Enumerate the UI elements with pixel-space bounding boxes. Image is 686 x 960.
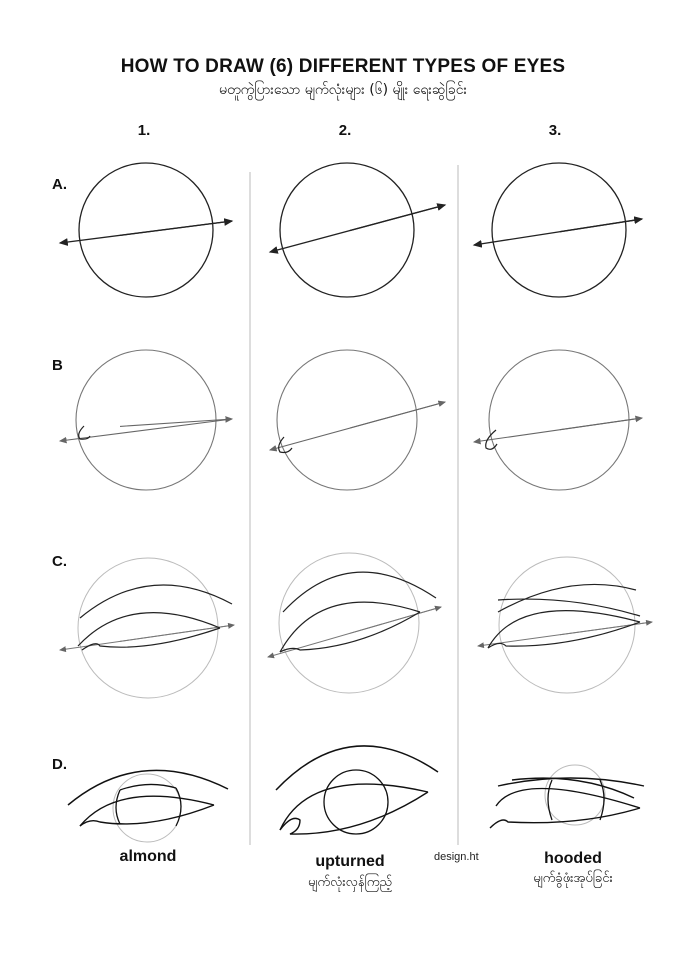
label-hooded: hooded: [544, 850, 602, 867]
step-b-col3: [472, 349, 644, 491]
eye-upturned: [275, 745, 439, 835]
page-title: HOW TO DRAW (6) DIFFERENT TYPES OF EYES: [120, 56, 566, 77]
label-hooded-myanmar: မျက်ခွံဖုံးအုပ်ခြင်း: [533, 871, 613, 886]
step-b-col1: [58, 349, 234, 491]
eye-almond: [67, 769, 229, 843]
step-c-col3: [477, 556, 653, 694]
label-upturned-myanmar: မျက်လုံးလှန်ကြည့်: [307, 875, 393, 890]
row-label-a: A.: [52, 176, 67, 193]
step-b-col2: [268, 349, 447, 491]
row-label-c: C.: [52, 553, 67, 570]
step-a-col3: [472, 162, 644, 298]
label-upturned: upturned: [315, 853, 385, 870]
step-c-col2: [267, 552, 442, 694]
page-subtitle: မတူကွဲပြားသော မျက်လုံးများ (၆) မျိုး ရေး…: [218, 82, 468, 98]
label-almond: almond: [119, 848, 177, 865]
column-label-1: 1.: [137, 122, 151, 139]
row-label-b: B: [52, 357, 63, 374]
step-a-col1: [58, 162, 234, 298]
column-label-2: 2.: [338, 122, 352, 139]
row-label-d: D.: [52, 756, 67, 773]
eye-hooded: [489, 764, 645, 829]
column-label-3: 3.: [548, 122, 562, 139]
credit-text: design.ht: [434, 851, 479, 863]
step-c-col1: [59, 557, 235, 699]
step-a-col2: [268, 162, 447, 298]
